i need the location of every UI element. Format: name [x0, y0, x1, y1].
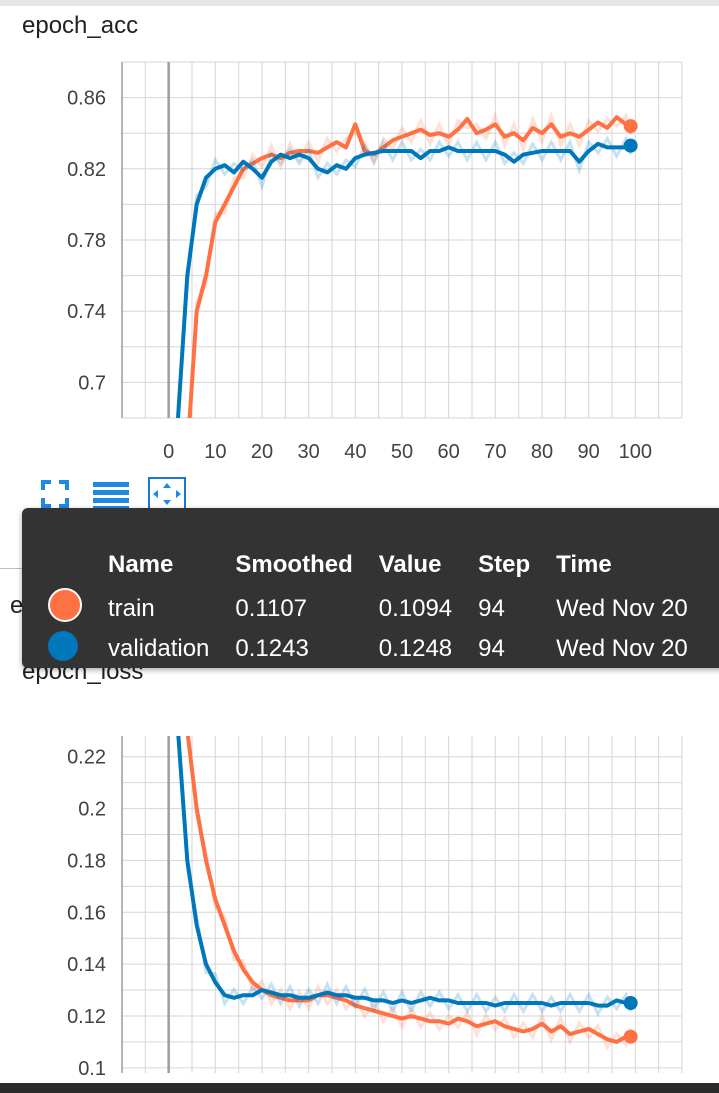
x-tick-label: 90 [578, 441, 600, 463]
tooltip-name-header: Name [108, 551, 174, 578]
y-tick-label: 0.12 [67, 1006, 106, 1028]
chart-toolbar [38, 476, 186, 512]
tooltip-swatch-train [48, 588, 108, 629]
train-color-dot-icon [48, 588, 82, 622]
tooltip-smoothed-header: Smoothed [235, 551, 353, 578]
tooltip-swatch-header [48, 548, 108, 588]
x-tick-label: 70 [484, 441, 506, 463]
x-tick-label: 0 [163, 441, 174, 463]
tooltip-time: Wed Nov 20 [556, 635, 688, 662]
tooltip-name: validation [108, 635, 210, 662]
train-point-marker[interactable] [623, 1029, 638, 1044]
top-divider [0, 0, 719, 6]
y-tick-label: 0.22 [67, 747, 106, 769]
data-tooltip: Name Smoothed Value Step Time train 0.11… [22, 508, 719, 668]
train-series-line[interactable] [178, 115, 632, 560]
tooltip-value-header: Value [378, 551, 442, 578]
x-tick-label: 20 [251, 441, 273, 463]
y-tick-label: 0.1 [78, 1058, 106, 1080]
toggle-log-scale-button[interactable] [93, 479, 129, 509]
y-tick-label: 0.16 [67, 902, 106, 924]
x-tick-label: 10 [204, 441, 226, 463]
fit-to-screen-icon [41, 480, 69, 508]
x-tick-label: 50 [391, 441, 413, 463]
train-point-marker[interactable] [623, 119, 638, 134]
y-tick-label: 0.2 [78, 799, 106, 821]
validation-point-marker[interactable] [623, 996, 638, 1011]
x-tick-label: 100 [619, 441, 652, 463]
acc-chart[interactable]: 0.7 0.74 0.78 0.82 0.86 0 10 20 30 40 50 60 70 80 90 10… [0, 40, 719, 470]
validation-raw-line [176, 134, 633, 410]
code-cell-strip [0, 1083, 719, 1093]
validation-color-dot-icon [48, 630, 78, 661]
x-tick-label: 60 [438, 441, 460, 463]
tooltip-row-train: train 0.1107 0.1094 94 Wed Nov 20 [48, 588, 714, 629]
x-tick-label: 30 [298, 441, 320, 463]
acc-chart-title: epoch_acc [22, 12, 139, 39]
y-tick-label: 0.18 [67, 850, 106, 872]
y-tick-label: 0.74 [67, 301, 106, 323]
validation-series-line[interactable] [176, 731, 631, 1008]
tooltip-time-header: Time [556, 551, 612, 578]
validation-series-line[interactable] [176, 141, 632, 418]
tooltip-step: 94 [478, 594, 505, 622]
tooltip-time: Wed Nov 20 [556, 594, 688, 622]
y-tick-label: 0.78 [67, 230, 106, 252]
y-tick-label: 0.86 [67, 88, 106, 110]
validation-point-marker[interactable] [623, 138, 638, 153]
tooltip-smoothed: 0.1107 [235, 594, 308, 622]
tooltip-header-row: Name Smoothed Value Step Time [48, 548, 714, 588]
train-raw-line [187, 736, 633, 1051]
toggle-log-icon [93, 482, 129, 509]
train-raw-line [188, 110, 633, 418]
tooltip-row-validation: validation 0.1243 0.1248 94 Wed Nov 20 [48, 629, 714, 669]
loss-chart[interactable]: 0.1 0.12 0.14 0.16 0.18 0.2 0.22 [0, 730, 719, 1090]
tooltip-table: Name Smoothed Value Step Time train 0.11… [48, 548, 714, 669]
fit-domain-button[interactable] [148, 477, 186, 511]
x-tick-label: 40 [344, 441, 366, 463]
tooltip-value: 0.1094 [378, 594, 453, 622]
y-tick-label: 0.82 [67, 159, 106, 181]
tooltip-swatch-validation [48, 629, 108, 669]
x-tick-label: 80 [531, 441, 553, 463]
tooltip-smoothed: 0.1243 [235, 635, 309, 662]
tooltip-value: 0.1248 [378, 635, 453, 662]
y-tick-label: 0.7 [78, 372, 106, 394]
fit-domain-icon [153, 483, 181, 505]
fit-to-screen-button[interactable] [38, 479, 72, 509]
tooltip-name: train [108, 594, 155, 622]
y-tick-label: 0.14 [67, 954, 106, 976]
tooltip-step: 94 [478, 635, 505, 662]
tooltip-step-header: Step [478, 551, 531, 578]
